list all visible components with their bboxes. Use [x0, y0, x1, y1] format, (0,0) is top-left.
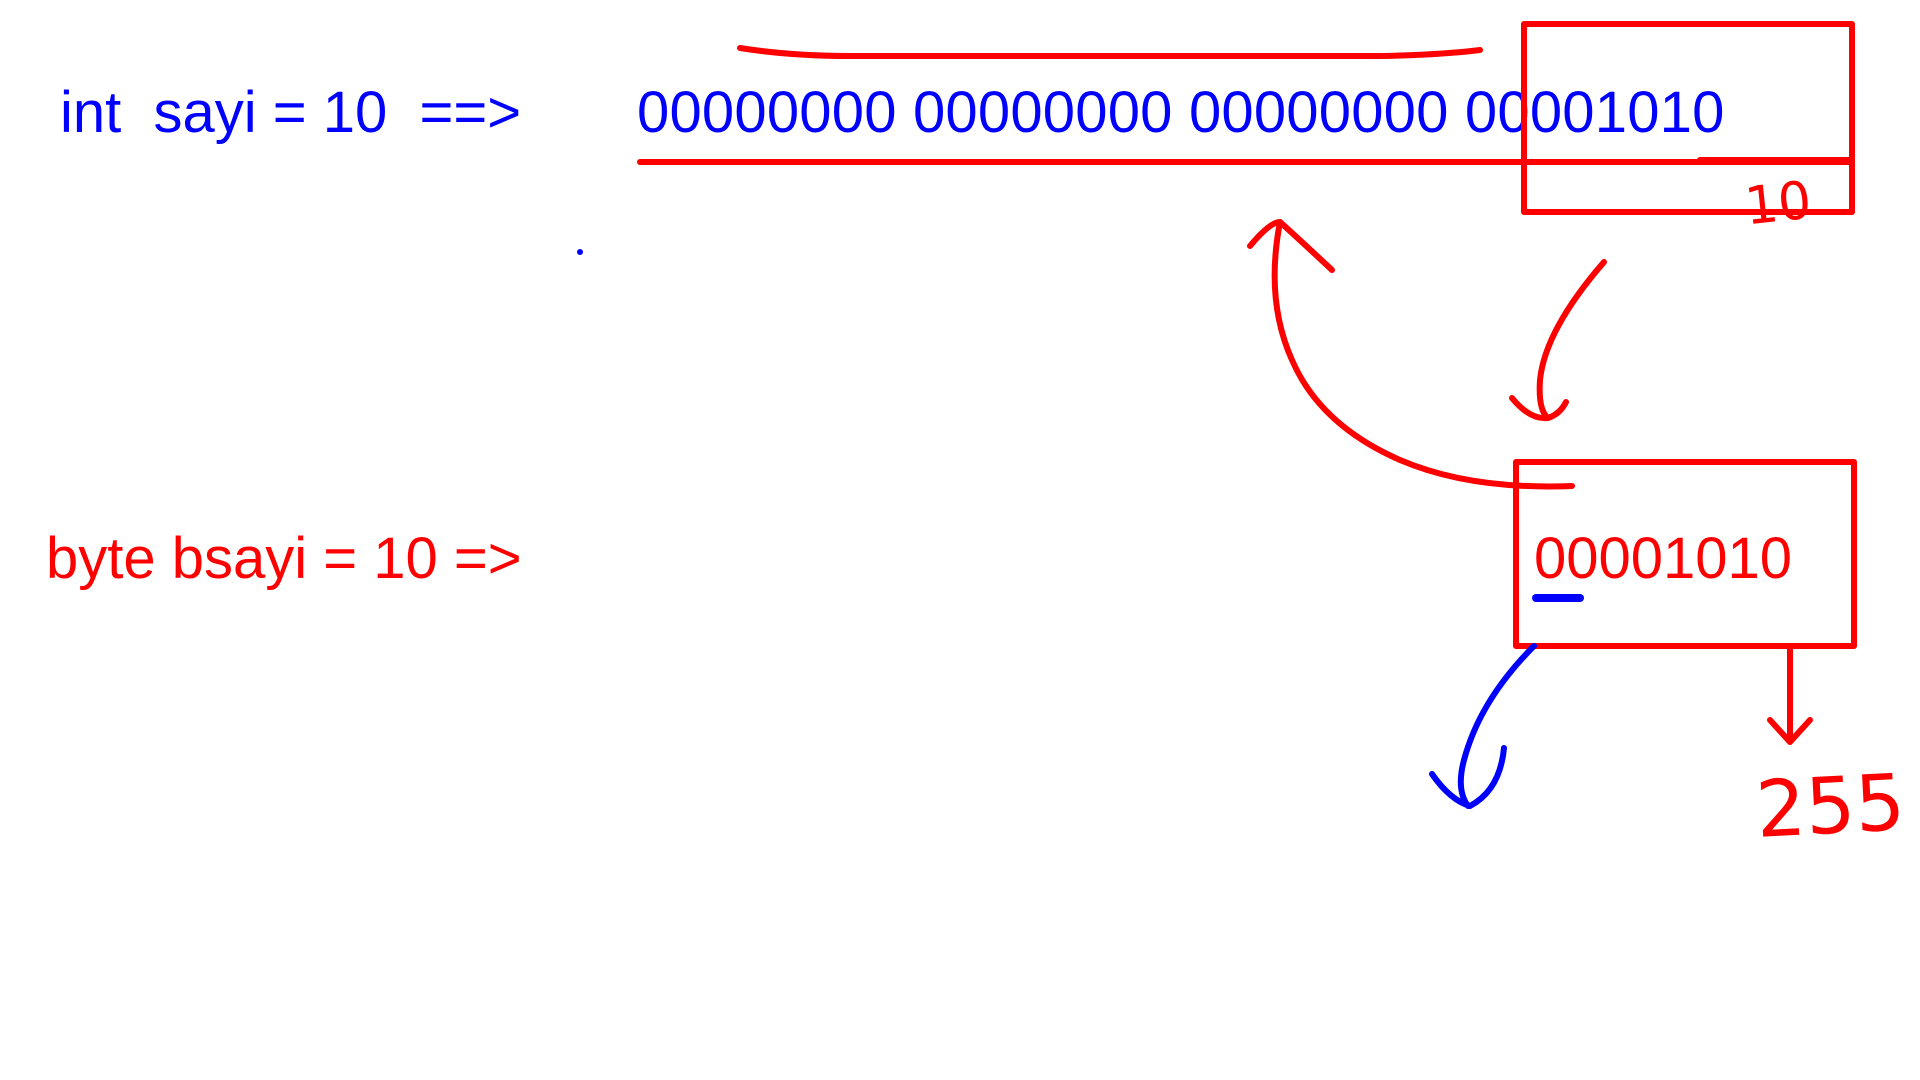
arrowhead-down-to-byte — [1509, 395, 1569, 422]
sign-bit-arrow — [1457, 643, 1537, 809]
int-declaration-text: int sayi = 10 ==> — [60, 80, 522, 145]
handwritten-low-byte-value: 10 — [1742, 170, 1815, 238]
int-binary-value: 00000000 00000000 00000000 00001010 — [637, 80, 1725, 145]
byte-binary-value: 00001010 — [1534, 526, 1793, 591]
arrowhead-back-to-int — [1247, 219, 1335, 273]
sign-bit-arrowhead — [1429, 745, 1507, 809]
high-bytes-overline — [737, 45, 1483, 59]
arrow-back-to-int — [1271, 219, 1575, 490]
arrow-down-to-byte — [1536, 259, 1607, 421]
handwritten-max-value: 255 — [1753, 758, 1908, 856]
ink-dot — [577, 249, 583, 255]
byte-declaration-text: byte bsayi = 10 => — [46, 526, 522, 591]
max-value-arrowhead — [1767, 717, 1813, 745]
